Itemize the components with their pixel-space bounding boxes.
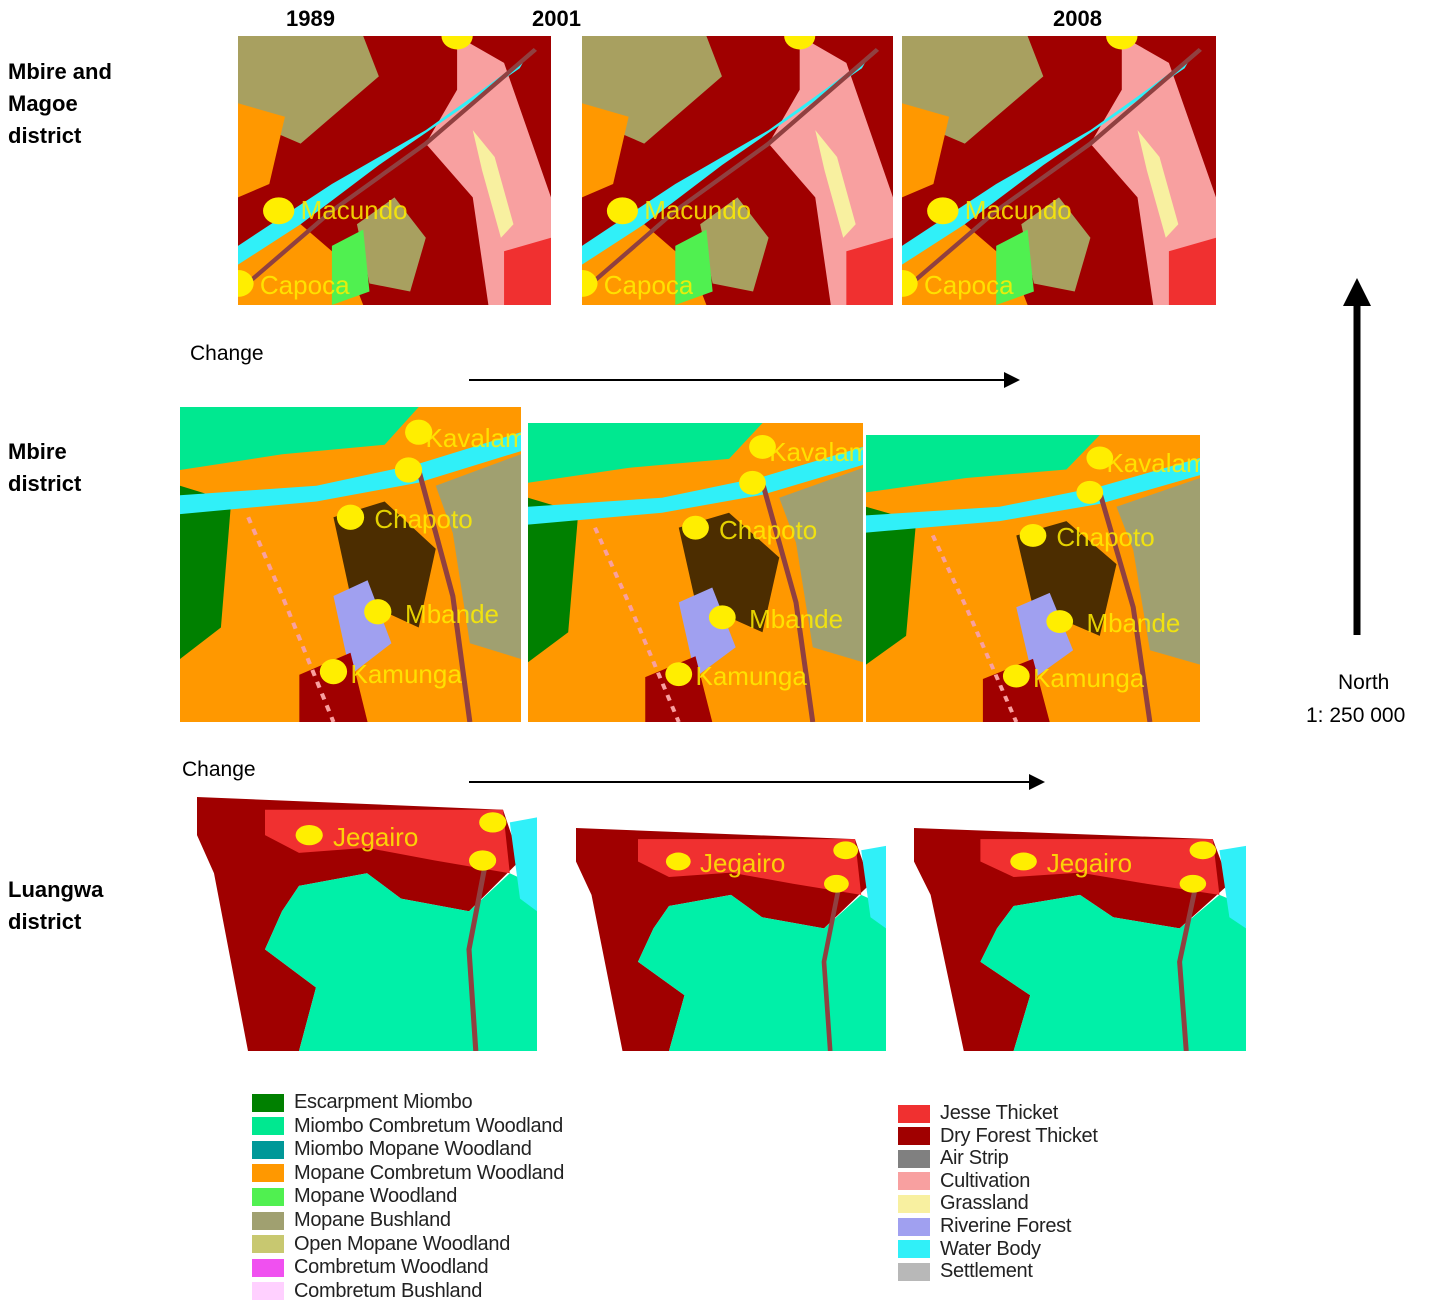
place-name: Capoca — [259, 270, 350, 301]
legend-swatch — [252, 1235, 284, 1254]
legend-item: Escarpment Miombo — [252, 1091, 473, 1114]
legend-item: Mopane Woodland — [252, 1185, 457, 1208]
legend-swatch — [252, 1164, 284, 1183]
year-label: 2008 — [1053, 6, 1102, 31]
north-label: North — [1338, 671, 1390, 694]
legend-label: Mopane Combretum Woodland — [294, 1161, 565, 1184]
legend-label: Dry Forest Thicket — [940, 1124, 1098, 1147]
legend-label: Air Strip — [940, 1147, 1009, 1170]
legend-swatch — [252, 1211, 284, 1230]
legend-label: Miombo Combretum Woodland — [294, 1114, 563, 1137]
place-name: Mbande — [1086, 608, 1181, 639]
legend-label: Mopane Bushland — [294, 1209, 451, 1231]
place-name: Macundo — [300, 194, 408, 225]
legend-label: Water Body — [940, 1237, 1041, 1260]
legend-item: Air Strip — [898, 1147, 1009, 1170]
legend-item: Water Body — [898, 1238, 1041, 1261]
legend-swatch — [898, 1172, 930, 1191]
place-name: Kavalamanja — [425, 422, 521, 453]
legend-item: Cultivation — [898, 1170, 1030, 1193]
place-name: Capoca — [603, 270, 694, 301]
scale-label: 1: 250 000 — [1306, 704, 1406, 727]
legend-item: Mopane Combretum Woodland — [252, 1162, 564, 1185]
legend-swatch — [252, 1187, 284, 1206]
place-name: Kamunga — [350, 658, 462, 689]
place-name: Chapoto — [1056, 522, 1155, 553]
place-name: Kamunga — [695, 661, 807, 692]
legend-label: Riverine Forest — [940, 1215, 1072, 1237]
legend-label: Open Mopane Woodland — [294, 1232, 511, 1255]
year-label: 1989 — [286, 6, 335, 31]
place-name: Macundo — [964, 194, 1072, 225]
legend-item: Riverine Forest — [898, 1215, 1071, 1238]
legend-item: Dry Forest Thicket — [898, 1125, 1098, 1148]
legend-item: Mopane Bushland — [252, 1209, 451, 1232]
legend-label: Combretum Woodland — [294, 1256, 489, 1279]
land-cover-map — [582, 36, 893, 305]
legend-label: Settlement — [940, 1260, 1033, 1283]
place-name: Macundo — [644, 194, 752, 225]
place-name: Mbande — [749, 604, 844, 635]
legend-swatch — [898, 1127, 930, 1146]
place-name: Kavalamanja — [769, 436, 863, 467]
legend-swatch — [898, 1104, 930, 1123]
place-name: Kamunga — [1033, 662, 1145, 693]
legend-item: Miombo Combretum Woodland — [252, 1115, 563, 1138]
legend-label: Grassland — [940, 1192, 1029, 1215]
legend-label: Cultivation — [940, 1169, 1031, 1192]
place-name: Jegairo — [333, 821, 419, 852]
year-label: 2001 — [532, 6, 581, 31]
legend-label: Jesse Thicket — [940, 1102, 1059, 1124]
legend-label: Escarpment Miombo — [294, 1091, 473, 1113]
row-label: Luangwa district — [8, 877, 104, 934]
place-name: Jegairo — [700, 847, 786, 878]
legend-item: Jesse Thicket — [898, 1102, 1058, 1125]
place-name: Jegairo — [1046, 847, 1133, 878]
place-name: Mbande — [405, 598, 500, 629]
legend-swatch — [898, 1149, 930, 1168]
place-name: Chapoto — [374, 504, 473, 535]
land-cover-map — [902, 36, 1216, 305]
legend-swatch — [898, 1217, 930, 1236]
place-name: Chapoto — [718, 514, 818, 545]
legend-swatch — [252, 1258, 284, 1277]
legend-item: Open Mopane Woodland — [252, 1233, 510, 1256]
legend-swatch — [252, 1093, 284, 1112]
legend-item: Miombo Mopane Woodland — [252, 1138, 532, 1161]
legend-swatch — [898, 1240, 930, 1259]
legend-item: Grassland — [898, 1192, 1029, 1215]
legend-item: Combretum Bushland — [252, 1280, 482, 1302]
land-cover-map — [238, 36, 551, 305]
legend-label: Miombo Mopane Woodland — [294, 1138, 532, 1161]
place-name: Capoca — [923, 270, 1014, 301]
legend-item: Settlement — [898, 1260, 1033, 1283]
legend-swatch — [898, 1262, 930, 1281]
change-label: Change — [190, 342, 264, 365]
legend-label: Combretum Bushland — [294, 1279, 483, 1302]
legend-label: Mopane Woodland — [294, 1185, 458, 1208]
row-label: Mbire and Magoe district — [8, 59, 112, 148]
row-label: Mbire district — [8, 439, 82, 496]
change-label: Change — [182, 758, 256, 781]
legend-swatch — [252, 1140, 284, 1159]
place-name: Kavalamanja — [1106, 447, 1200, 478]
legend-item: Combretum Woodland — [252, 1256, 489, 1279]
legend-swatch — [898, 1194, 930, 1213]
legend-swatch — [252, 1117, 284, 1136]
legend-swatch — [252, 1282, 284, 1301]
